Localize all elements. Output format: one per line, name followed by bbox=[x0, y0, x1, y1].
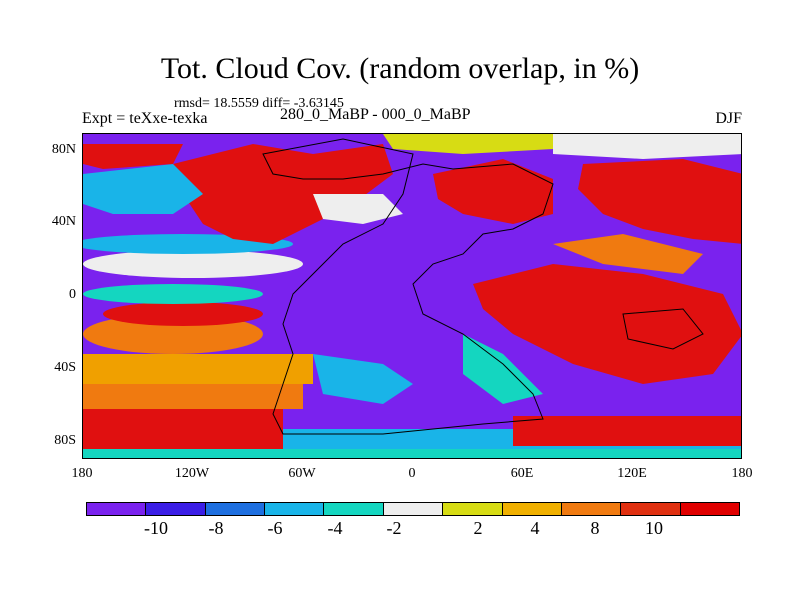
colorbar-box bbox=[324, 503, 384, 515]
lon-label-60w: 60W bbox=[288, 466, 316, 481]
lon-label-180e: 180 bbox=[731, 466, 753, 481]
indo-pacific-region bbox=[473, 234, 741, 384]
atlantic-edges bbox=[313, 334, 543, 404]
lon-label-0: 0 bbox=[408, 466, 416, 481]
colorbar-label: 8 bbox=[590, 518, 600, 538]
lat-label-0: 0 bbox=[69, 287, 76, 302]
colorbar-box bbox=[621, 503, 681, 515]
lat-label-40n: 40N bbox=[51, 214, 76, 229]
stats-text: rmsd= 18.5559 diff= -3.63145 bbox=[174, 96, 344, 111]
experiment-label: Expt = teXxe-texka bbox=[82, 110, 208, 127]
lon-label-120e: 120E bbox=[617, 466, 647, 481]
colorbar-label: 4 bbox=[530, 518, 540, 538]
colorbar-label: -4 bbox=[327, 518, 343, 538]
colorbar-box bbox=[383, 503, 444, 515]
colorbar-box bbox=[205, 503, 266, 515]
colorbar-label: -2 bbox=[386, 518, 402, 538]
colorbar-box bbox=[561, 503, 622, 515]
southern-bands bbox=[83, 354, 741, 458]
map-plot-area bbox=[82, 133, 742, 459]
colorbar-box bbox=[502, 503, 562, 515]
colorbar-label: -6 bbox=[267, 518, 283, 538]
continent-outline bbox=[262, 138, 554, 435]
colorbar-label: -10 bbox=[144, 518, 168, 538]
colorbar-box bbox=[146, 503, 206, 515]
lon-label-180w: 180 bbox=[71, 466, 93, 481]
period-label: 280_0_MaBP - 000_0_MaBP bbox=[280, 106, 471, 123]
lat-label-80s: 80S bbox=[54, 433, 76, 448]
colorbar-label: 2 bbox=[473, 518, 483, 538]
lon-label-60e: 60E bbox=[510, 466, 534, 481]
colorbar bbox=[86, 502, 740, 516]
colorbar-box bbox=[680, 503, 739, 515]
colorbar-label: -8 bbox=[208, 518, 224, 538]
map-title: Tot. Cloud Cov. (random overlap, in %) bbox=[160, 52, 640, 85]
lon-label-120w: 120W bbox=[174, 466, 210, 481]
lat-label-80n: 80N bbox=[51, 142, 76, 157]
colorbar-box bbox=[87, 503, 147, 515]
colorbar-box bbox=[265, 503, 325, 515]
cloud-cover-map bbox=[83, 134, 741, 458]
north-america-region bbox=[83, 144, 403, 244]
colorbar-label: 10 bbox=[645, 518, 663, 538]
island-outline bbox=[622, 308, 704, 350]
season-label: DJF bbox=[715, 110, 742, 127]
colorbar-box bbox=[443, 503, 503, 515]
eurasia-region bbox=[383, 134, 741, 244]
lat-label-40s: 40S bbox=[54, 360, 76, 375]
